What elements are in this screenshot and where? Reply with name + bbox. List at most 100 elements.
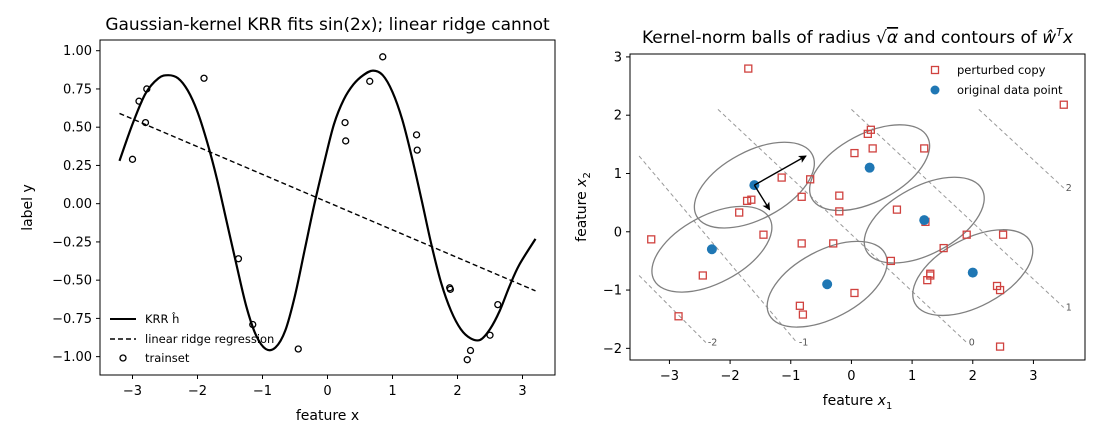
trainset-point [466,346,475,355]
y-tick-label: −1.00 [52,350,92,365]
right-ticks: −3 −2 −1 0 1 2 3 −2 −1 0 1 2 3 [603,50,1038,384]
right-contour-labels: -2 -1 0 1 2 [708,183,1072,348]
original-data-point [864,162,875,173]
legend-swatch-original-point [930,85,940,95]
right-title-x: x [1062,28,1074,48]
perturbed-copy-point [868,144,877,153]
right-title-transpose: T [1056,26,1064,39]
kernel-norm-ball [808,124,931,212]
trainset-point [143,85,151,93]
x-tick-label: −2 [721,369,740,384]
perturbed-copy-point [777,173,786,182]
linear-ridge-line [119,112,536,292]
original-data-point [706,244,717,255]
contour-line [638,275,707,343]
direction-arrow [754,155,807,186]
y-tick-label: 0.50 [63,121,92,136]
perturbed-copy-point [744,64,753,73]
right-title-sqrt: √ [876,28,887,48]
y-tick-label: 0.25 [63,159,92,174]
perturbed-copy-point [797,192,806,201]
y-tick-label: −0.50 [52,274,92,289]
x1-label-sub: 1 [886,401,892,412]
trainset-point [249,320,257,329]
right-data [638,64,1068,351]
right-title-w-hat: ŵ [1042,28,1056,48]
kernel-norm-ball [912,229,1034,317]
y-tick-label: −2 [603,342,622,357]
x-tick-label: −1 [253,384,272,399]
left-y-axis-label: label y [20,184,36,231]
original-data-point [967,267,978,278]
contour-line [717,109,968,343]
perturbed-copy-point [647,235,656,244]
y-tick-label: 0 [614,225,622,240]
right-title-part: and contours of [898,28,1042,48]
contour-label: -1 [799,338,808,349]
perturbed-copy-point [735,208,744,217]
perturbed-copy-point [759,230,768,239]
perturbed-copy-point [798,310,808,319]
right-y-axis-label: feature x2 [574,172,593,242]
y-tick-label: 3 [614,50,622,65]
perturbed-copy-point [866,125,875,134]
perturbed-copy-point [850,288,859,298]
perturbed-copy-point [892,205,902,214]
trainset-point [294,345,302,353]
left-chart: Gaussian-kernel KRR fits sin(2x); linear… [20,15,556,424]
x-tick-label: 1 [908,369,916,384]
perturbed-copy-point [795,301,805,310]
x-tick-label: 2 [453,384,461,399]
x-tick-label: 1 [388,384,396,399]
x-tick-label: −3 [660,369,679,384]
x1-label-text: feature [823,393,878,409]
direction-arrow [753,184,771,211]
x-tick-label: 0 [847,369,855,384]
trainset-point [463,356,471,364]
perturbed-copy-point [926,271,935,280]
perturbed-copy-point [962,230,971,239]
legend-label-trainset: trainset [145,351,190,365]
trainset-point [342,137,350,145]
right-x-axis-label: feature x1 [823,393,893,412]
x2-label-sub: 2 [582,172,593,178]
krr-fit-line [118,69,537,352]
trainset-point [366,77,374,85]
perturbed-copy-point [886,256,896,266]
contour-label: 1 [1066,303,1072,314]
left-data [118,53,537,364]
x-tick-label: −3 [123,384,142,399]
trainset-point [135,97,143,105]
kernel-norm-ball [693,141,816,229]
x2-label-var: x [574,178,590,188]
right-legend: perturbed copy original data point [930,63,1063,97]
y-tick-label: 1 [614,167,622,182]
right-title-alpha: α [887,28,898,48]
perturbed-copy-point [995,285,1005,295]
contour-label: -2 [708,338,717,349]
left-ticks: −3 −2 −1 0 1 2 3 −1.00 −0.75 −0.50 −0.25 0.00 0.25 0.… [52,44,526,399]
perturbed-copy-point [995,342,1005,351]
trainset-point [200,74,208,82]
y-tick-label: −0.25 [52,235,92,250]
contour-line [638,155,798,343]
perturbed-copy-point [939,243,948,253]
perturbed-copy-point [797,239,806,248]
x-tick-label: −1 [781,369,800,384]
legend-label-perturbed-copy: perturbed copy [957,63,1046,77]
perturbed-copy-point [850,148,859,158]
perturbed-copy-point [1059,100,1068,109]
perturbed-copy-point [698,271,707,280]
right-chart: Kernel-norm balls of radius √α and conto… [574,26,1086,412]
legend-label-linear-ridge: linear ridge regression [145,332,274,346]
perturbed-copy-point [747,195,756,204]
perturbed-copy-point [829,239,838,248]
kernel-norm-ball [651,205,773,293]
trainset-point [446,285,455,293]
original-data-point [919,215,930,226]
trainset-point [341,118,349,127]
trainset-point [128,155,137,163]
trainset-point [412,131,421,139]
